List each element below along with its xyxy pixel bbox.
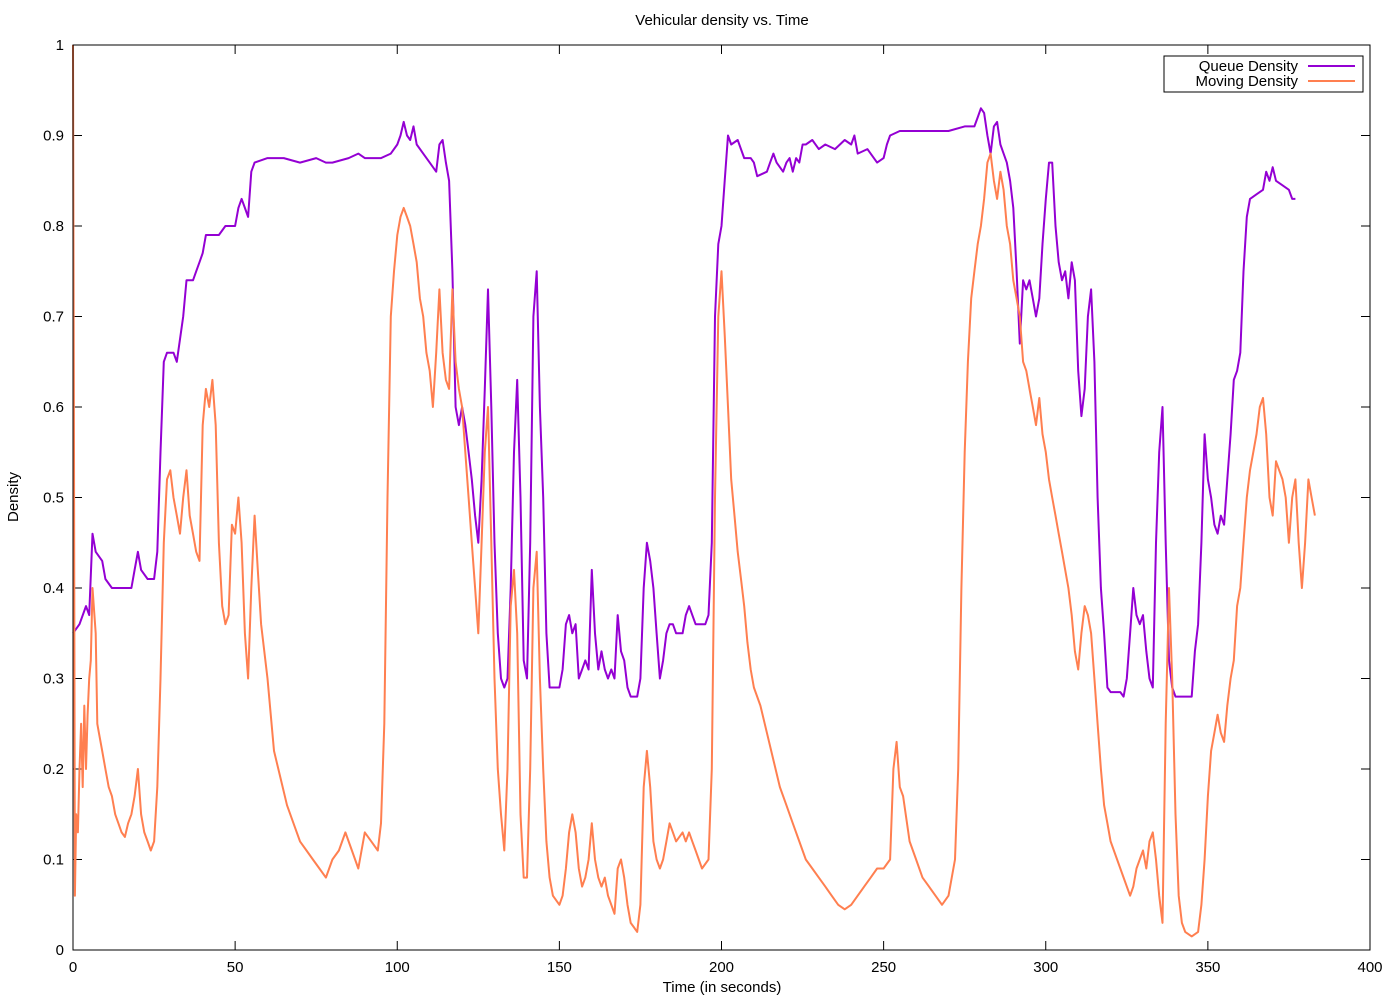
y-tick-label: 0.3: [43, 671, 64, 688]
y-tick-label: 0.4: [43, 580, 64, 597]
y-tick-label: 0.7: [43, 309, 64, 326]
chart-title: Vehicular density vs. Time: [635, 12, 808, 29]
legend: Queue Density Moving Density: [1163, 55, 1364, 93]
axis-ticks: 0 50 100 150 200 250 300 350 400 0 0.1 0.2 0.3 0.4 0.5…: [43, 37, 1382, 976]
legend-box: [1163, 55, 1364, 93]
legend-label-queue-density: Queue Density: [1199, 58, 1299, 75]
legend-label-moving-density: Moving Density: [1195, 73, 1298, 90]
x-tick-label: 250: [871, 959, 896, 976]
x-tick-label: 150: [547, 959, 572, 976]
y-tick-label: 0.2: [43, 761, 64, 778]
x-axis-label: Time (in seconds): [663, 979, 782, 996]
x-tick-label: 300: [1033, 959, 1058, 976]
y-tick-label: 0: [56, 942, 64, 959]
y-tick-label: 1: [56, 37, 64, 54]
y-axis-label: Density: [5, 471, 22, 522]
x-tick-label: 50: [227, 959, 244, 976]
series-line-queue-density: [72, 107, 1296, 698]
x-tick-label: 0: [69, 959, 77, 976]
x-tick-label: 400: [1357, 959, 1382, 976]
y-tick-label: 0.6: [43, 399, 64, 416]
y-tick-label: 0.1: [43, 852, 64, 869]
plot-frame: [72, 44, 1371, 951]
x-tick-label: 350: [1195, 959, 1220, 976]
x-tick-label: 100: [385, 959, 410, 976]
y-tick-label: 0.9: [43, 128, 64, 145]
series-layer: [72, 44, 1316, 938]
series-line-moving-density: [72, 44, 1316, 938]
y-tick-label: 0.5: [43, 490, 64, 507]
y-tick-label: 0.8: [43, 218, 64, 235]
x-tick-label: 200: [709, 959, 734, 976]
